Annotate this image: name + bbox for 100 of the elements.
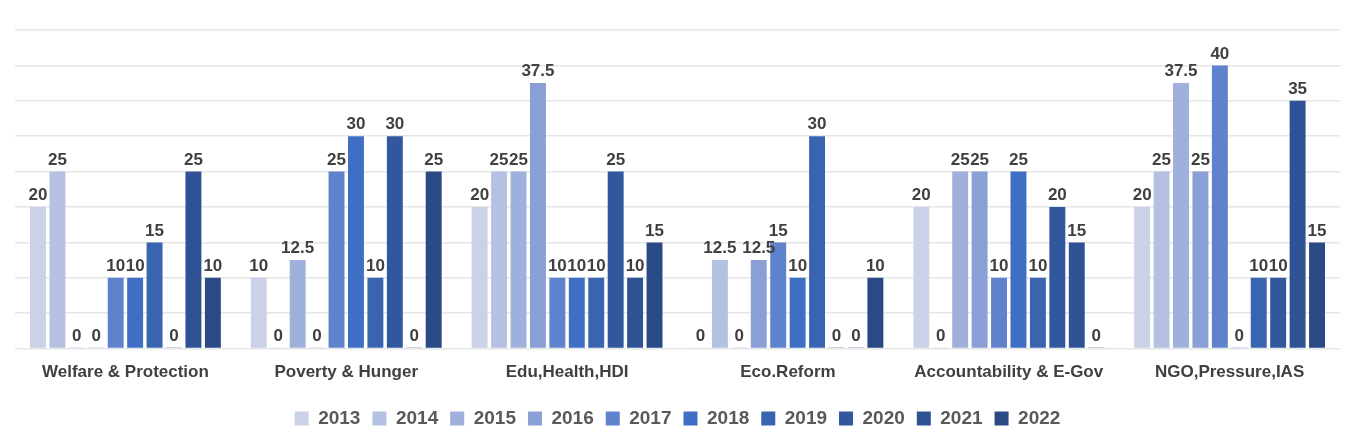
data-label: 0 xyxy=(831,325,842,345)
bar xyxy=(1134,207,1151,348)
data-label: 15 xyxy=(1307,220,1327,240)
bar xyxy=(328,171,345,348)
bar xyxy=(1173,83,1189,348)
legend-label: 2018 xyxy=(707,406,750,428)
data-label: 40 xyxy=(1210,43,1230,63)
data-label: 25 xyxy=(950,149,970,169)
bar xyxy=(1250,277,1267,348)
legend-label: 2016 xyxy=(551,406,594,428)
bar xyxy=(510,171,527,348)
bar xyxy=(250,277,267,348)
x-tick-label: Edu,Health,HDI xyxy=(505,362,629,382)
data-label: 0 xyxy=(312,325,322,345)
bar xyxy=(1211,65,1228,348)
bar xyxy=(952,171,969,348)
legend-label: 2013 xyxy=(318,406,361,428)
data-label: 15 xyxy=(768,220,788,240)
bar xyxy=(588,277,605,348)
bar xyxy=(491,171,508,348)
data-label: 0 xyxy=(1091,325,1101,345)
bar xyxy=(185,171,202,348)
bar xyxy=(1270,277,1287,348)
data-label: 37.5 xyxy=(1164,61,1198,81)
data-label: 0 xyxy=(273,325,283,345)
data-label: 20 xyxy=(1047,185,1067,205)
data-label: 15 xyxy=(1067,220,1087,240)
bar xyxy=(425,171,442,348)
data-label: 25 xyxy=(509,149,528,169)
legend-label: 2022 xyxy=(1018,406,1061,428)
data-label: 0 xyxy=(695,325,706,345)
bar xyxy=(750,260,767,348)
bar xyxy=(1029,277,1046,348)
data-label: 0 xyxy=(91,325,101,345)
bar xyxy=(289,260,306,348)
data-label: 10 xyxy=(586,255,606,275)
data-label: 10 xyxy=(567,255,587,275)
bar xyxy=(809,136,826,348)
data-label: 10 xyxy=(125,255,145,275)
data-label: 10 xyxy=(249,255,269,275)
bar xyxy=(789,277,806,348)
data-label: 15 xyxy=(645,220,664,240)
data-label: 0 xyxy=(169,325,179,345)
x-tick-label: Poverty & Hunger xyxy=(274,362,419,382)
bar xyxy=(607,171,624,348)
bar xyxy=(1289,100,1306,348)
data-label: 10 xyxy=(1028,255,1048,275)
bar xyxy=(991,277,1007,348)
bar xyxy=(1068,242,1085,348)
bar xyxy=(867,277,884,348)
bar xyxy=(971,171,988,348)
x-tick-label: Eco.Reform xyxy=(740,362,836,382)
bar xyxy=(367,277,384,348)
data-label: 10 xyxy=(1249,255,1269,275)
data-label: 25 xyxy=(1009,149,1028,169)
bar xyxy=(204,277,221,348)
data-label: 12.5 xyxy=(703,238,737,258)
data-label: 20 xyxy=(911,185,931,205)
data-label: 25 xyxy=(47,149,67,169)
data-label: 0 xyxy=(936,325,946,345)
data-label: 0 xyxy=(851,325,861,345)
data-label: 12.5 xyxy=(281,238,315,258)
bar xyxy=(529,83,546,348)
data-label: 10 xyxy=(203,255,223,275)
bar xyxy=(627,277,644,348)
data-label: 25 xyxy=(970,149,990,169)
data-label: 0 xyxy=(734,325,745,345)
bar xyxy=(549,277,566,348)
data-label: 30 xyxy=(807,114,827,134)
data-label: 25 xyxy=(327,149,346,169)
bar xyxy=(348,136,364,348)
data-label: 25 xyxy=(1190,149,1210,169)
data-label: 25 xyxy=(489,149,509,169)
bar xyxy=(913,207,930,348)
data-label: 15 xyxy=(145,220,165,240)
legend-label: 2021 xyxy=(940,406,983,428)
data-label: 10 xyxy=(788,255,808,275)
legend-label: 2014 xyxy=(395,406,439,428)
legend-label: 2017 xyxy=(629,406,672,428)
bar xyxy=(1309,242,1325,348)
legend-label: 2015 xyxy=(473,406,517,428)
bar xyxy=(568,277,585,348)
legend-label: 2019 xyxy=(784,406,828,428)
bar xyxy=(471,207,488,348)
bar xyxy=(30,207,46,348)
data-label: 35 xyxy=(1288,78,1308,98)
x-tick-label: NGO,Pressure,IAS xyxy=(1154,362,1305,382)
data-label: 10 xyxy=(865,255,885,275)
data-label: 10 xyxy=(989,255,1009,275)
data-label: 30 xyxy=(385,114,405,134)
bar xyxy=(1049,207,1066,348)
data-label: 25 xyxy=(606,149,626,169)
data-label: 0 xyxy=(72,325,82,345)
data-label: 25 xyxy=(1152,149,1172,169)
bar xyxy=(49,171,66,348)
bar xyxy=(146,242,163,348)
bar xyxy=(646,242,663,348)
data-label: 25 xyxy=(183,149,203,169)
data-label: 20 xyxy=(470,185,490,205)
data-label: 30 xyxy=(346,114,366,134)
